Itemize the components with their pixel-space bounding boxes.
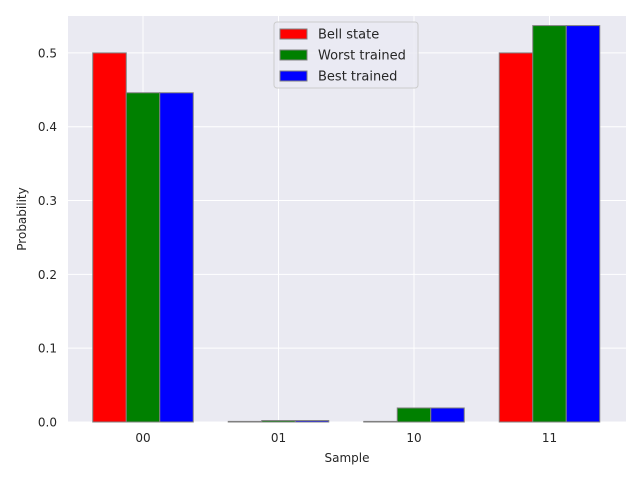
bar-bell-state-11 <box>498 52 534 423</box>
bar-bell-state-10 <box>363 420 398 423</box>
bar-worst-trained-01 <box>261 420 296 423</box>
bar-best-trained-00 <box>159 92 194 423</box>
y-tick-label: 0.0 <box>38 416 57 430</box>
legend-label: Bell state <box>318 28 379 43</box>
bars <box>92 25 601 423</box>
bar-bell-state-00 <box>92 52 127 423</box>
bar-best-trained-11 <box>565 25 601 423</box>
x-tick-label: 01 <box>271 431 286 445</box>
y-axis-label: Probability <box>15 187 29 250</box>
legend-swatch <box>279 70 308 82</box>
y-tick-label: 0.3 <box>38 194 57 208</box>
bar-worst-trained-00 <box>125 92 161 423</box>
legend-box <box>273 21 419 89</box>
y-tick-label: 0.2 <box>38 268 57 282</box>
bar-bell-state-01 <box>227 420 263 423</box>
bar-worst-trained-10 <box>396 407 432 423</box>
x-axis-label: Sample <box>325 451 370 465</box>
legend-swatch <box>279 49 308 61</box>
legend-label: Best trained <box>318 70 397 85</box>
y-tick-label: 0.5 <box>38 46 57 60</box>
bar-worst-trained-11 <box>532 25 567 423</box>
x-tick-labels: 00 01 10 11 <box>135 431 557 445</box>
legend-label: Worst trained <box>318 49 406 64</box>
x-tick-label: 10 <box>406 431 421 445</box>
bar-best-trained-01 <box>294 420 330 423</box>
bar-best-trained-10 <box>430 407 465 423</box>
y-tick-labels: 0.0 0.1 0.2 0.3 0.4 0.5 <box>38 46 57 429</box>
legend-swatch <box>279 28 308 40</box>
legend: Bell state Worst trained Best trained <box>273 21 419 89</box>
y-tick-label: 0.4 <box>38 120 57 134</box>
y-tick-label: 0.1 <box>38 342 57 356</box>
x-tick-label: 11 <box>542 431 557 445</box>
x-tick-label: 00 <box>135 431 150 445</box>
